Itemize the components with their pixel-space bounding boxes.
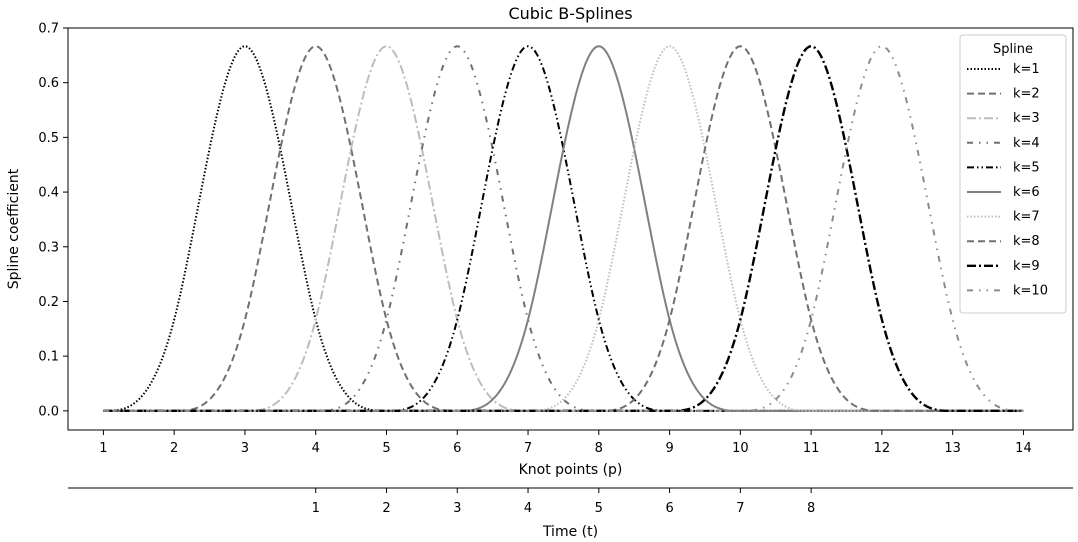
series-line-k-1 — [103, 45, 1024, 412]
secondary-x-axis-title: Time (t) — [542, 524, 598, 540]
plot-frame — [67, 27, 1074, 431]
x-axis: 1 2 3 4 5 6 7 8 9 10 11 12 13 14 — [99, 430, 1032, 456]
legend: Spline k=1 k=2 k=3 k=4 k=5 k=6 k=7 k=8 k=9 k=10 — [959, 34, 1067, 314]
series-line-k-8 — [103, 45, 1024, 412]
y-tick-label: 0.5 — [38, 131, 59, 146]
legend-items: k=1 k=2 k=3 k=4 k=5 k=6 k=7 k=8 k=9 k=10 — [967, 62, 1048, 298]
y-tick-label: 0.1 — [38, 350, 59, 365]
y-tick-label: 0.6 — [38, 76, 59, 91]
legend-label: k=1 — [1013, 62, 1040, 77]
x-tick-label: 9 — [665, 441, 673, 456]
x-tick-label: 6 — [453, 441, 461, 456]
series-group — [103, 45, 1024, 413]
series-line-k-7 — [103, 45, 1024, 412]
y-tick-label: 0.0 — [38, 404, 59, 419]
y-tick-label: 0.2 — [38, 295, 59, 310]
series-line-k-6 — [103, 45, 1024, 412]
y-axis-title: Spline coefficient — [6, 168, 22, 289]
secondary-x-tick-label: 6 — [665, 501, 673, 516]
x-tick-label: 10 — [732, 441, 749, 456]
legend-label: k=6 — [1013, 185, 1040, 200]
plot-border — [67, 27, 1074, 431]
x-tick-label: 1 — [99, 441, 107, 456]
legend-label: k=4 — [1013, 136, 1040, 151]
series-line-k-10 — [103, 45, 1024, 412]
legend-label: k=3 — [1013, 111, 1040, 126]
x-tick-label: 8 — [595, 441, 603, 456]
y-axis: 0.0 0.1 0.2 0.3 0.4 0.5 0.6 0.7 — [38, 22, 68, 419]
legend-label: k=2 — [1013, 87, 1040, 102]
series-line-k-2 — [103, 45, 1024, 412]
y-tick-label: 0.7 — [38, 22, 59, 37]
x-tick-label: 4 — [312, 441, 320, 456]
x-tick-label: 13 — [944, 441, 961, 456]
y-tick-label: 0.4 — [38, 186, 59, 201]
legend-title: Spline — [993, 42, 1033, 57]
chart-title: Cubic B-Splines — [508, 4, 632, 23]
x-tick-label: 7 — [524, 441, 532, 456]
x-tick-label: 12 — [874, 441, 891, 456]
legend-box — [959, 34, 1067, 314]
series-line-k-4 — [103, 45, 1024, 412]
secondary-x-tick-label: 1 — [312, 501, 320, 516]
legend-label: k=5 — [1013, 160, 1040, 175]
legend-label: k=9 — [1013, 259, 1040, 274]
x-tick-label: 3 — [241, 441, 249, 456]
secondary-x-axis: 1 2 3 4 5 6 7 8 — [68, 487, 1073, 516]
x-tick-label: 11 — [803, 441, 820, 456]
legend-label: k=7 — [1013, 210, 1040, 225]
secondary-x-tick-label: 5 — [595, 501, 603, 516]
legend-label: k=8 — [1013, 234, 1040, 249]
secondary-x-tick-label: 2 — [382, 501, 390, 516]
x-tick-label: 14 — [1015, 441, 1032, 456]
series-line-k-3 — [103, 45, 1024, 412]
x-tick-label: 2 — [170, 441, 178, 456]
series-line-k-9 — [103, 45, 1024, 413]
series-line-k-5 — [103, 45, 1024, 412]
x-axis-title: Knot points (p) — [519, 462, 623, 478]
secondary-x-tick-label: 3 — [453, 501, 461, 516]
y-tick-label: 0.3 — [38, 240, 59, 255]
secondary-x-tick-label: 7 — [736, 501, 744, 516]
secondary-x-tick-label: 4 — [524, 501, 532, 516]
legend-label: k=10 — [1013, 283, 1048, 298]
secondary-x-tick-label: 8 — [807, 501, 815, 516]
x-tick-label: 5 — [382, 441, 390, 456]
